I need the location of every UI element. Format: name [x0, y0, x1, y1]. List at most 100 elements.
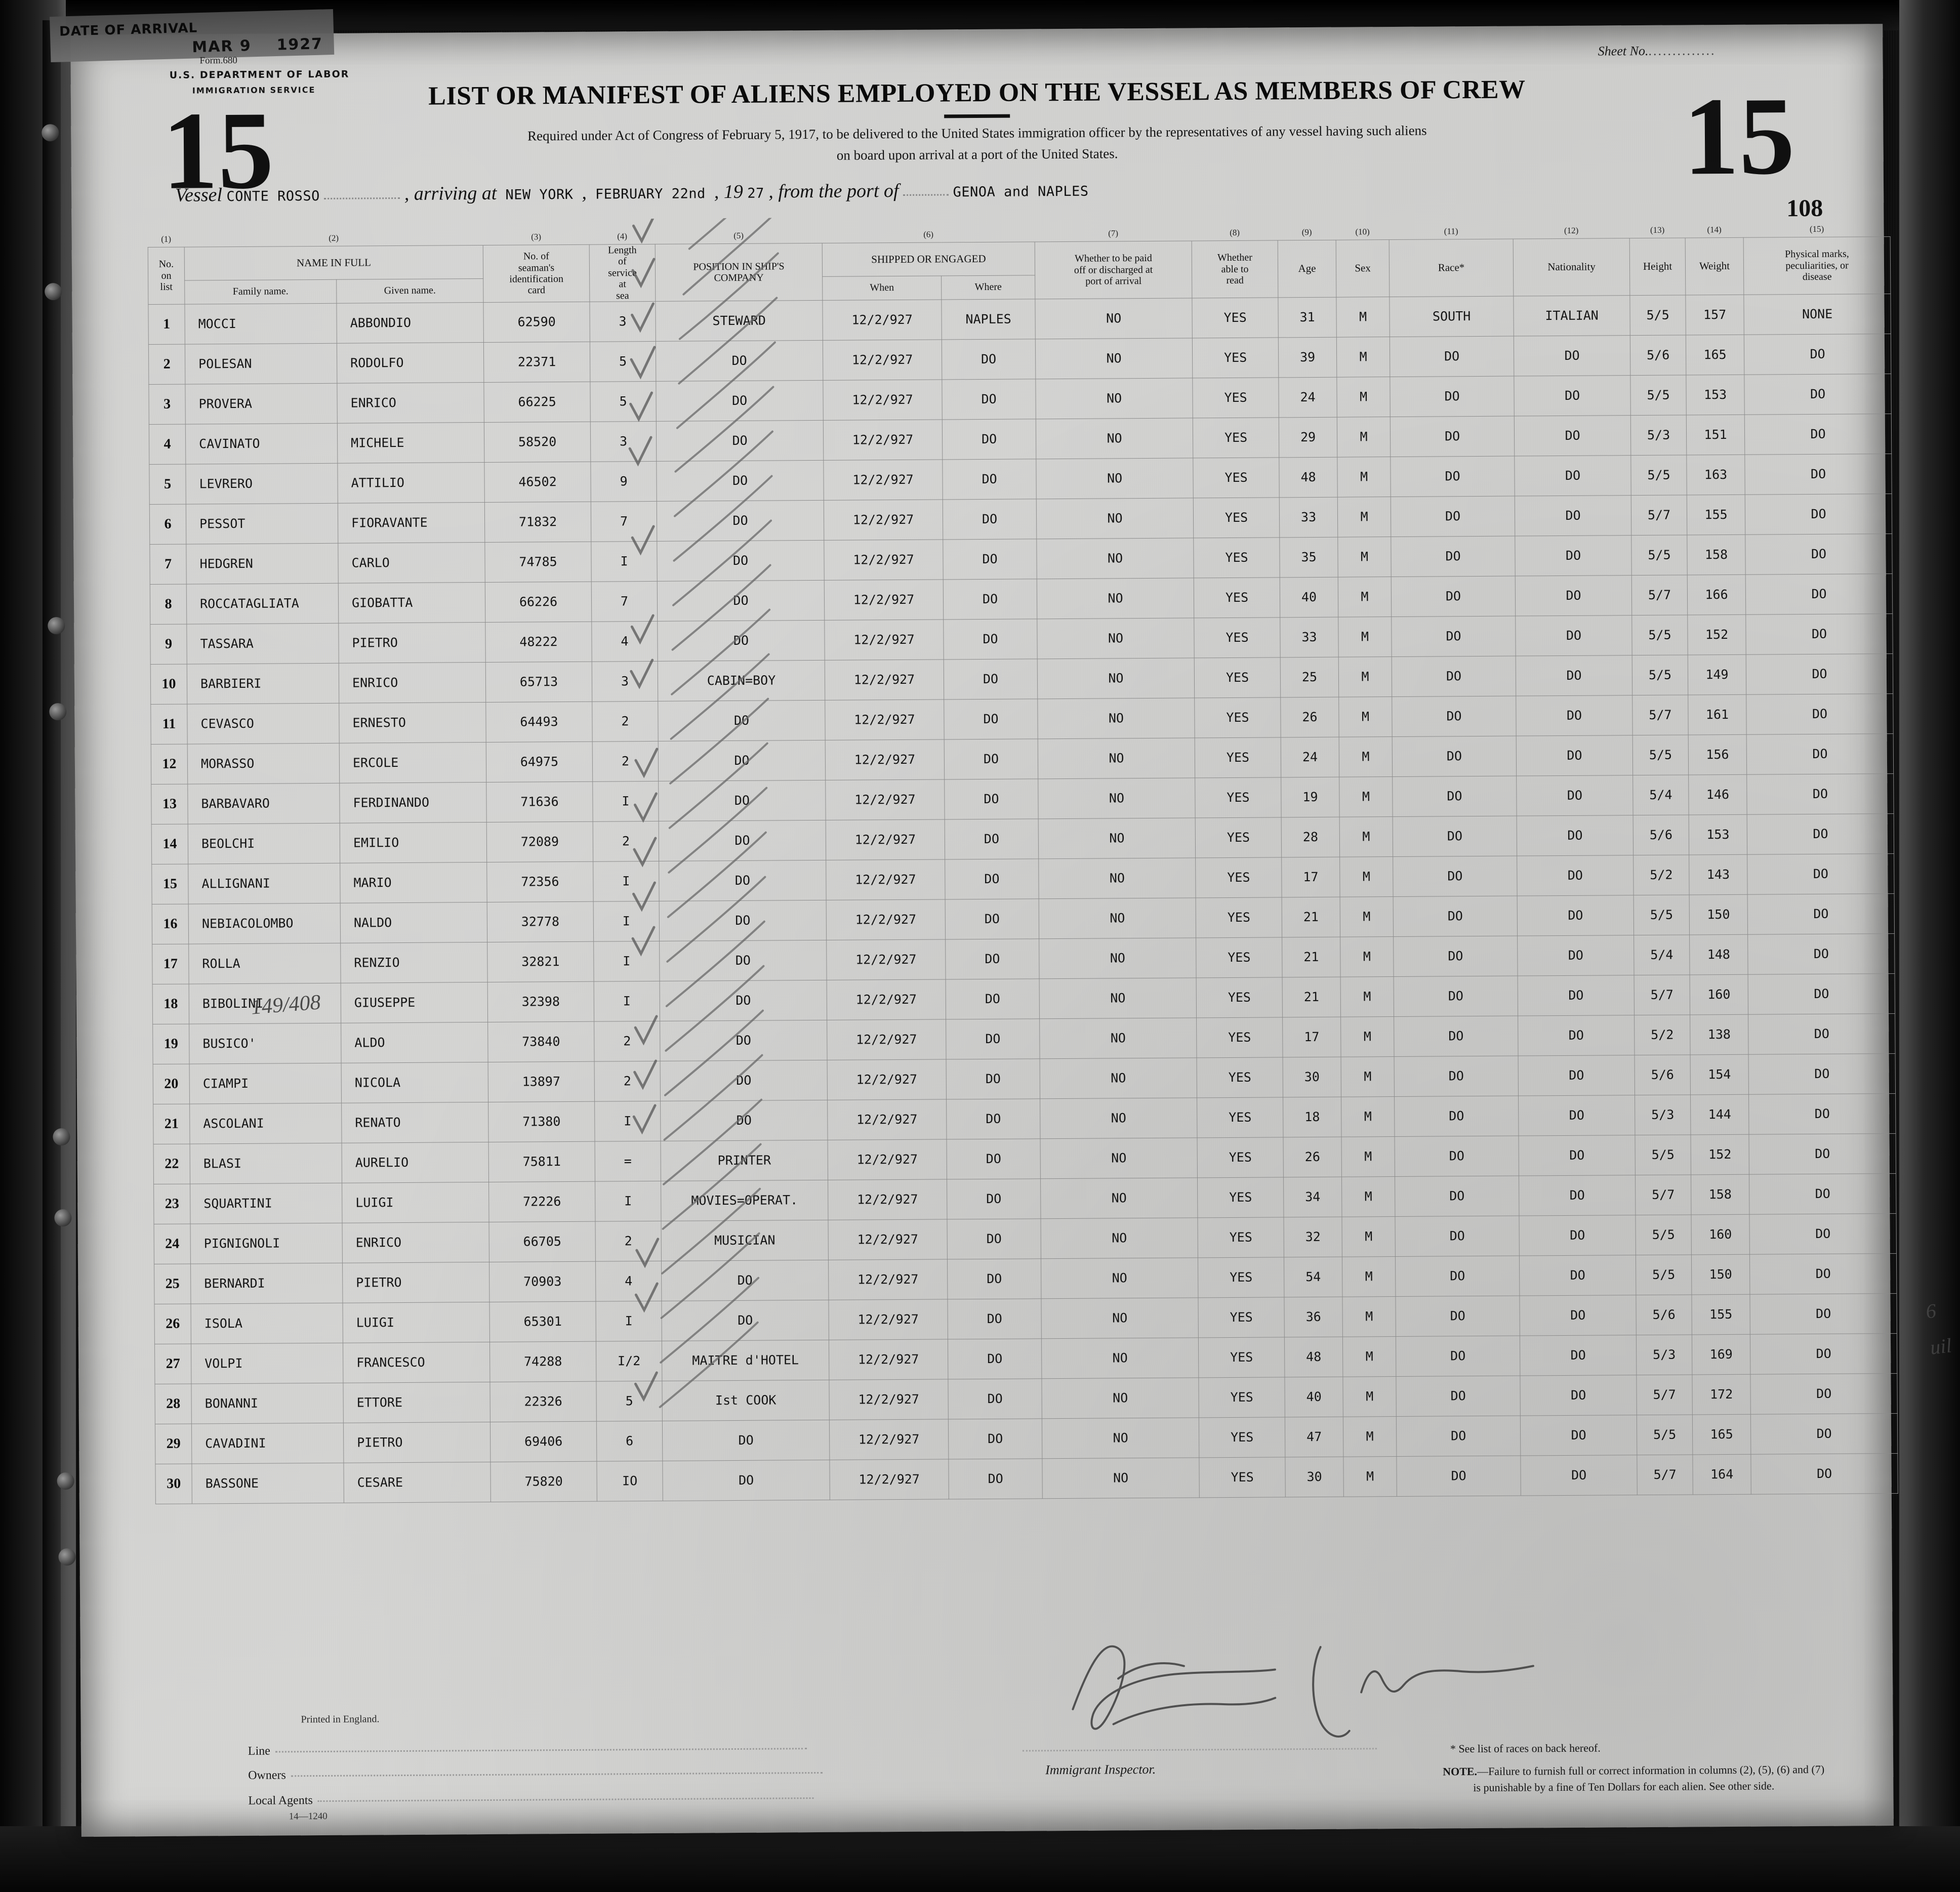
cell-height: 5/7: [1631, 495, 1687, 536]
cell-nationality: DO: [1520, 1375, 1637, 1416]
cell-height: 5/5: [1632, 734, 1689, 775]
cell-sex: M: [1341, 1056, 1395, 1097]
cell-card: 73840: [487, 1021, 595, 1062]
cell-nationality: DO: [1515, 535, 1632, 577]
cell-position: DO: [656, 380, 824, 422]
from-ports-value: GENOA and NAPLES: [953, 183, 1089, 200]
cell-marks: DO: [1749, 1253, 1897, 1295]
header-length-of-service: Length of service at sea: [589, 244, 656, 302]
manifest-sheet: DATE OF ARRIVAL MAR 9 1927 Form.680 U.S.…: [42, 9, 1952, 1837]
cell-nationality: DO: [1516, 655, 1632, 696]
cell-marks: DO: [1749, 1213, 1897, 1255]
cell-sex: M: [1337, 457, 1391, 498]
cell-family: PROVERA: [185, 383, 338, 425]
cell-height: 5/5: [1632, 654, 1688, 695]
cell-marks: NONE: [1743, 294, 1891, 335]
cell-age: 29: [1279, 417, 1337, 458]
cell-service: 7: [591, 581, 658, 622]
cell-service: I: [595, 1301, 662, 1342]
cell-weight: 169: [1692, 1334, 1750, 1375]
cell-sex: M: [1340, 936, 1394, 977]
cell-paid_off: NO: [1038, 817, 1196, 859]
cell-sex: M: [1340, 896, 1394, 937]
cell-position: DO: [658, 740, 826, 782]
cell-given: FIORAVANTE: [338, 502, 485, 544]
cell-no: 26: [154, 1304, 191, 1344]
cell-card: 75811: [488, 1141, 595, 1182]
cell-paid_off: NO: [1036, 498, 1194, 539]
cell-read: YES: [1198, 1337, 1285, 1378]
cell-paid_off: NO: [1042, 1457, 1200, 1499]
header-no-on-list: No. on list: [148, 247, 185, 305]
cell-nationality: DO: [1517, 935, 1635, 976]
cell-height: 5/7: [1631, 574, 1688, 615]
cell-sex: M: [1342, 1216, 1396, 1257]
cell-service: 3: [590, 421, 657, 462]
cell-no: 10: [150, 664, 187, 705]
cell-weight: 149: [1688, 654, 1746, 695]
cell-age: 48: [1279, 457, 1338, 498]
cell-paid_off: NO: [1035, 378, 1193, 419]
local-agents-field: Local Agents: [248, 1791, 814, 1808]
cell-no: 2: [148, 344, 185, 385]
cell-position: DO: [661, 1300, 829, 1341]
cell-where: DO: [944, 659, 1038, 700]
cell-given: CARLO: [338, 542, 485, 584]
cell-service: I: [592, 781, 659, 822]
cell-position: DO: [660, 980, 827, 1021]
cell-given: ENRICO: [337, 382, 484, 424]
cell-race: DO: [1395, 1135, 1519, 1177]
cell-weight: 158: [1691, 1174, 1749, 1215]
cell-read: YES: [1195, 737, 1281, 778]
cell-height: 5/7: [1635, 1174, 1691, 1215]
cell-age: 28: [1281, 817, 1340, 857]
cell-no: 28: [154, 1384, 192, 1424]
cell-family: MORASSO: [187, 743, 340, 785]
cell-nationality: DO: [1518, 1055, 1635, 1096]
cell-family: ASCOLANI: [189, 1103, 342, 1144]
page-number: 108: [1786, 194, 1823, 222]
hole-punch: [58, 1548, 76, 1566]
cell-where: DO: [942, 419, 1036, 460]
cell-nationality: DO: [1517, 895, 1634, 936]
cell-card: 66226: [485, 582, 592, 623]
note-races: * See list of races on back hereof.: [1450, 1741, 1601, 1755]
cell-where: DO: [946, 1098, 1041, 1139]
cell-read: YES: [1198, 1377, 1285, 1418]
note-penalty: NOTE.—Failure to furnish full or correct…: [1443, 1760, 1949, 1796]
cell-race: DO: [1395, 1295, 1520, 1337]
cell-service: 2: [592, 741, 659, 782]
cell-where: DO: [948, 1378, 1042, 1419]
cell-given: RODOLFO: [337, 342, 484, 384]
colnum-11: (11): [1444, 226, 1458, 236]
cell-weight: 150: [1689, 894, 1748, 935]
cell-age: 19: [1281, 777, 1340, 817]
cell-sex: M: [1339, 736, 1393, 777]
cell-marks: DO: [1744, 334, 1891, 375]
cell-nationality: DO: [1519, 1255, 1636, 1296]
cell-card: 62590: [483, 302, 590, 343]
cell-age: 30: [1285, 1457, 1344, 1497]
cell-read: YES: [1194, 617, 1281, 658]
cell-family: BLASI: [190, 1143, 342, 1184]
cell-given: CESARE: [343, 1462, 491, 1503]
cell-height: 5/3: [1630, 415, 1687, 456]
cell-height: 5/7: [1632, 694, 1689, 735]
cell-read: YES: [1197, 1177, 1284, 1218]
cell-where: DO: [943, 499, 1037, 540]
cell-service: 7: [591, 501, 657, 542]
cell-age: 36: [1284, 1297, 1343, 1337]
cell-given: ENRICO: [339, 662, 486, 704]
note-prefix: NOTE.: [1443, 1765, 1478, 1778]
cell-given: PIETRO: [343, 1422, 491, 1463]
colnum-7: (7): [1108, 228, 1119, 238]
cell-card: 64975: [486, 742, 593, 783]
stamp-month-day: MAR 9: [191, 37, 252, 57]
cell-weight: 157: [1685, 295, 1744, 335]
cell-weight: 163: [1686, 455, 1745, 495]
cell-paid_off: NO: [1037, 618, 1195, 659]
cell-when: 12/2/927: [825, 779, 945, 820]
cell-read: YES: [1198, 1297, 1285, 1338]
cell-service: I: [593, 861, 660, 902]
cell-age: 39: [1278, 337, 1337, 378]
